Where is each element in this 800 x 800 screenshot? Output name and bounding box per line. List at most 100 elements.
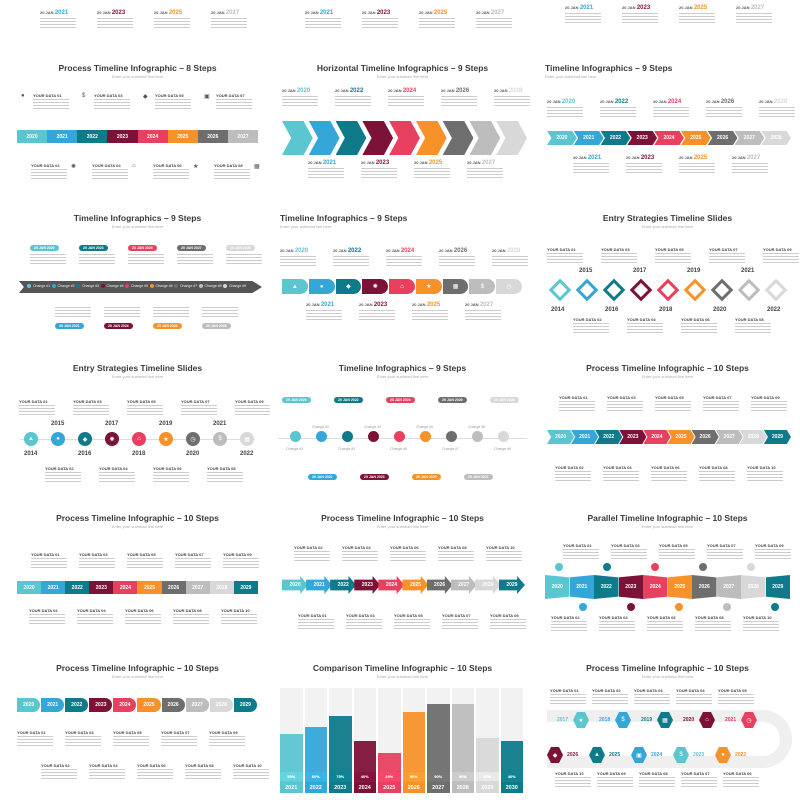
year-segment[interactable]: 2029 [233,698,257,712]
year-chevron[interactable]: 2028 [761,131,792,145]
change-marker[interactable]: Change #7 [174,284,197,289]
slide-thumbnail-15[interactable]: Process Timeline Infographic – 10 Steps E… [535,655,800,795]
diamond-step[interactable] [575,278,599,302]
step-hex[interactable]: ▦ [657,712,673,728]
step-circle[interactable]: ◆ [78,432,92,446]
year-segment[interactable]: 2026 [161,698,185,712]
slide-thumbnail-1[interactable]: Process Timeline Infographic – 8 Steps En… [5,55,270,195]
year-chevron[interactable]: 2021 [573,131,604,145]
step-circle[interactable] [472,431,483,442]
step-segment[interactable]: ★ [415,279,442,294]
step-segment[interactable]: ◷ [496,279,523,294]
slide-thumbnail-8[interactable]: Timeline Infographics – 9 Steps Enter you… [270,355,535,495]
year-block[interactable]: 2021 [569,575,594,599]
year-segment[interactable]: 2021 [41,698,65,712]
chevron-step[interactable] [362,121,394,155]
year-block[interactable]: 2023 [618,575,643,599]
slide-thumbnail-14[interactable]: Comparison Timeline Infographic – 10 Ste… [270,655,535,795]
step-hex[interactable]: ▲ [589,747,605,763]
year-arrow[interactable]: 2020 [282,576,309,594]
diamond-step[interactable] [683,278,707,302]
year-segment[interactable]: 2024 [113,698,137,712]
slide-thumbnail-11[interactable]: Process Timeline Infographic – 10 Steps E… [270,505,535,645]
step-circle[interactable] [368,431,379,442]
change-marker[interactable]: Change #8 [198,284,222,289]
slide-thumbnail-12[interactable]: Parallel Timeline Infographic – 10 Steps… [535,505,800,645]
slide-thumbnail-7[interactable]: Entry Strategies Timeline Slides Enter yo… [5,355,270,495]
step-hex[interactable]: $ [615,712,631,728]
chevron-step[interactable] [415,121,447,155]
change-marker[interactable]: Change #3 [76,284,99,289]
year-arrow[interactable]: 2021 [306,576,333,594]
year-chevron[interactable]: 2024 [643,430,671,444]
slide-thumbnail-10[interactable]: Process Timeline Infographic – 10 Steps E… [5,505,270,645]
year-chevron[interactable]: 2022 [595,430,623,444]
step-hex[interactable]: ◆ [547,747,563,763]
chevron-step[interactable] [442,121,474,155]
year-chevron[interactable]: 2020 [547,430,575,444]
bar-column[interactable]: 25% 2025 [378,688,401,793]
step-circle[interactable] [290,431,301,442]
year-block[interactable]: 2026 [692,575,717,599]
step-circle[interactable] [394,431,405,442]
step-circle[interactable] [498,431,509,442]
chevron-step[interactable] [496,121,528,155]
diamond-step[interactable] [602,278,626,302]
year-segment[interactable]: 2026 [161,581,186,594]
year-segment[interactable]: 2022 [65,698,89,712]
year-segment[interactable]: 2025 [137,698,161,712]
step-circle[interactable] [342,431,353,442]
year-block[interactable]: 2024 [643,575,668,599]
year-arrow[interactable]: 2029 [498,576,525,594]
slide-thumbnail-6[interactable]: Entry Strategies Timeline Slides Enter yo… [535,205,800,345]
year-segment[interactable]: 2027 [185,698,209,712]
step-circle[interactable]: $ [213,432,227,446]
year-chevron[interactable]: 2022 [600,131,631,145]
bar-column[interactable]: 80% 2026 [402,688,425,793]
change-marker[interactable]: Change #5 [125,284,148,289]
year-arrow[interactable]: 2022 [330,576,357,594]
bar-column[interactable]: 90% 2028 [451,688,474,793]
slide-thumbnail-13[interactable]: Process Timeline Infographic – 10 Steps E… [5,655,270,795]
year-chevron[interactable]: 2024 [654,131,684,145]
chevron-step[interactable] [282,121,313,155]
slide-thumbnail-9[interactable]: Process Timeline Infographic – 10 Steps E… [535,355,800,495]
step-hex[interactable]: ★ [573,712,589,728]
diamond-step[interactable] [710,278,734,302]
year-chevron[interactable]: 2020 [547,131,577,145]
year-segment[interactable]: 2029 [233,581,258,594]
year-segment[interactable]: 2021 [41,581,66,594]
bar-column[interactable]: 75% 2023 [329,688,352,793]
step-circle[interactable]: ⌂ [132,432,146,446]
year-chevron[interactable]: 2023 [627,131,658,145]
year-segment[interactable]: 2027 [185,581,210,594]
diamond-step[interactable] [629,278,653,302]
year-segment[interactable]: 2021 [47,130,78,143]
year-chevron[interactable]: 2025 [667,430,695,444]
year-arrow[interactable]: 2028 [474,576,501,594]
year-chevron[interactable]: 2023 [619,430,647,444]
year-chevron[interactable]: 2025 [680,131,711,145]
bar-column[interactable]: 60% 2022 [304,688,327,793]
year-block[interactable]: 2029 [765,575,790,599]
change-marker[interactable]: Change #9 [223,284,246,289]
step-circle[interactable] [420,431,431,442]
year-segment[interactable]: 2020 [17,581,42,594]
year-arrow[interactable]: 2025 [402,576,429,594]
step-circle[interactable] [446,431,457,442]
step-hex[interactable]: ● [715,747,731,763]
year-segment[interactable]: 2028 [209,581,234,594]
chevron-step[interactable] [469,121,501,155]
bar-column[interactable]: 40% 2030 [500,688,523,793]
step-hex[interactable]: ◷ [741,712,757,728]
chevron-step[interactable] [389,121,420,155]
year-segment[interactable]: 2024 [113,581,138,594]
bar-column[interactable]: 45% 2029 [476,688,499,793]
diamond-step[interactable] [764,278,788,302]
step-circle[interactable]: ✺ [105,432,119,446]
chevron-step[interactable] [335,121,367,155]
year-block[interactable]: 2020 [545,575,570,599]
step-circle[interactable]: ★ [159,432,173,446]
diamond-step[interactable] [656,278,680,302]
year-chevron[interactable]: 2028 [739,430,767,444]
